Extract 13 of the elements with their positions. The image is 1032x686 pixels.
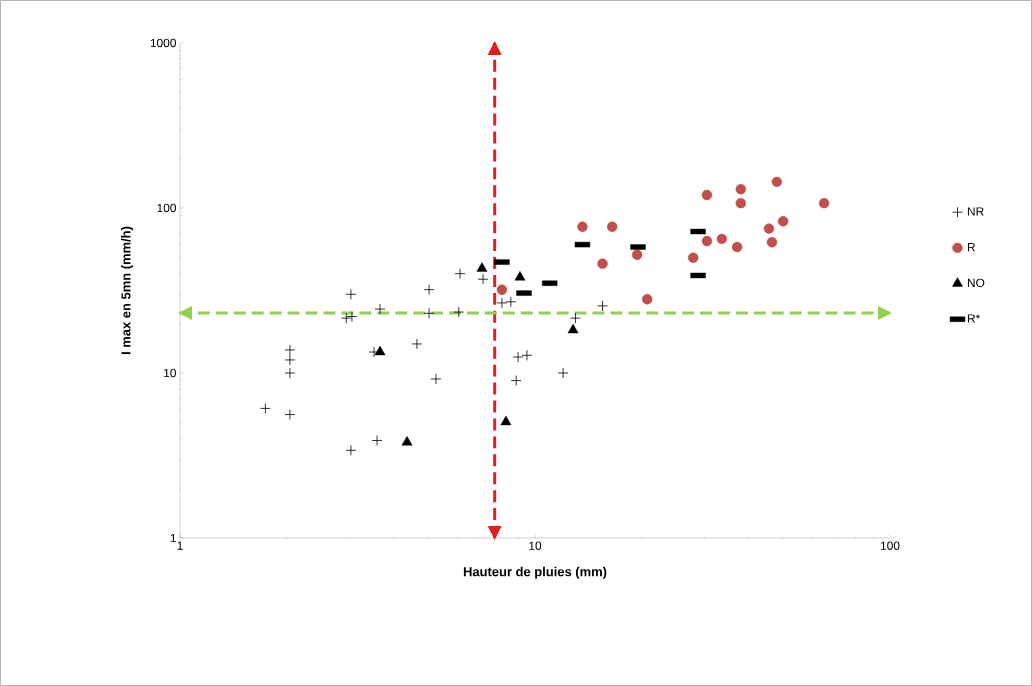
legend-label: NO bbox=[967, 278, 985, 288]
legend-label: R bbox=[967, 243, 976, 252]
y-tick-label: 1 bbox=[170, 533, 176, 543]
y-tick-label: 100 bbox=[157, 203, 177, 213]
x-axis-title: Hauteur de pluies (mm) bbox=[463, 566, 607, 579]
y-axis-title: I max en 5mn (mm/h) bbox=[121, 226, 134, 355]
legend-label: R* bbox=[967, 314, 981, 323]
x-tick-label: 100 bbox=[880, 541, 900, 550]
y-tick-label: 10 bbox=[164, 368, 177, 378]
x-tick-label: 1 bbox=[177, 541, 183, 550]
y-tick-label: 1000 bbox=[150, 38, 177, 48]
x-tick-label: 10 bbox=[529, 541, 542, 550]
legend-label: NR bbox=[967, 207, 984, 216]
